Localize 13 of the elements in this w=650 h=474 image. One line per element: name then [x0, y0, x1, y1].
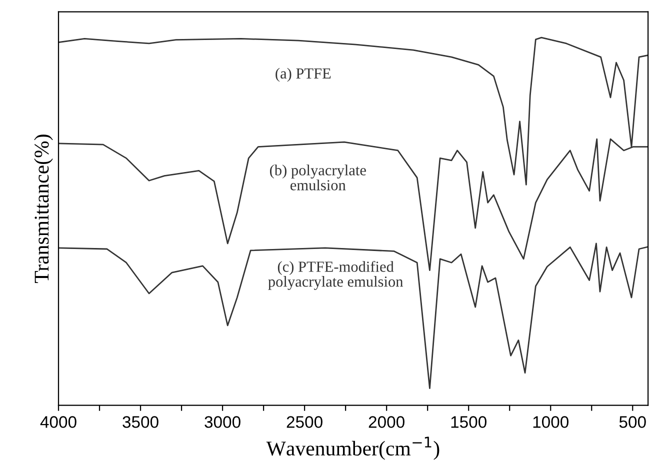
x-axis-title: Wavenumber(cm$^{−1}$): [266, 436, 440, 460]
series-label: (a) PTFE: [276, 68, 331, 82]
x-tick-label: 1000: [533, 416, 568, 428]
series-label: (c) PTFE-modified polyacrylate emulsion: [268, 260, 404, 290]
x-tick-label: 500: [619, 416, 646, 428]
y-axis-title: Transmittance(%): [34, 134, 53, 284]
series-label: (b) polyacrylate emulsion: [270, 164, 366, 190]
x-tick-label: 3000: [204, 416, 240, 428]
x-tick-label: 2000: [368, 416, 404, 428]
x-tick-label: 4000: [40, 416, 76, 428]
x-tick-label: 3500: [122, 416, 158, 428]
x-tick-label: 2500: [286, 416, 322, 428]
x-tick-label: 1500: [451, 416, 486, 428]
